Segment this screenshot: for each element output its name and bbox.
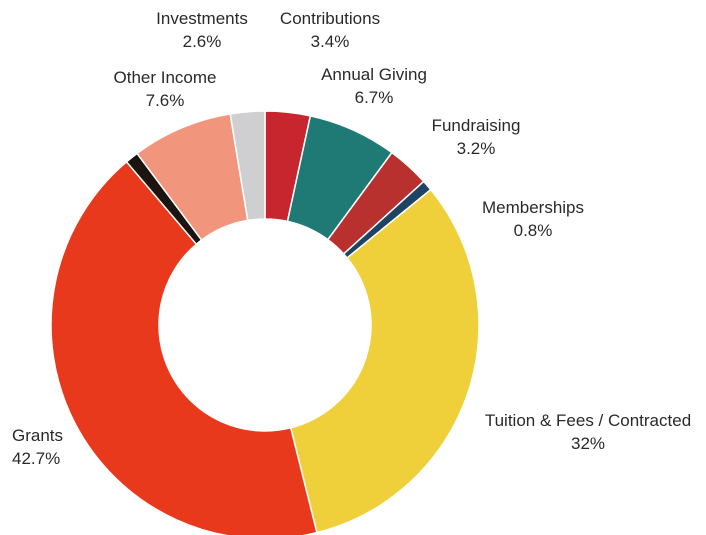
slice-label-name: Other Income (113, 68, 217, 87)
label-fundraising: Fundraising 3.2% (432, 114, 521, 160)
label-tuition: Tuition & Fees / Contracted 32% (470, 409, 706, 455)
slice-label-value: 42.7% (12, 449, 61, 468)
slice-investments (229, 110, 266, 222)
slice-label-name: Fundraising (431, 116, 521, 135)
slice-label-name: Tuition & Fees / Contracted (484, 411, 692, 430)
slice-tuition-fees-contracted (289, 188, 480, 534)
label-grants: Grants 42.7% (12, 424, 63, 470)
slice-label-value: 3.4% (310, 32, 350, 51)
slice-label-name: Investments (156, 9, 248, 28)
slice-grants (50, 160, 318, 535)
slice-label-value: 2.6% (182, 32, 222, 51)
slice-label-name: Memberships (481, 198, 585, 217)
slice-label-name: Grants (12, 426, 64, 445)
slice-label-value: 3.2% (456, 139, 496, 158)
slice-label-value: 0.8% (513, 221, 553, 240)
slice-label-value: 7.6% (145, 91, 185, 110)
slice-label-value: 32% (570, 434, 606, 453)
label-contributions: Contributions 3.4% (280, 7, 380, 53)
label-annual-giving: Annual Giving 6.7% (321, 63, 427, 109)
slice-label-name: Contributions (279, 9, 381, 28)
label-investments: Investments 2.6% (156, 7, 248, 53)
label-other-income: Other Income 7.6% (114, 66, 217, 112)
slice-label-name: Annual Giving (321, 65, 427, 84)
label-memberships: Memberships 0.8% (482, 196, 584, 242)
slice-label-value: 6.7% (354, 88, 394, 107)
